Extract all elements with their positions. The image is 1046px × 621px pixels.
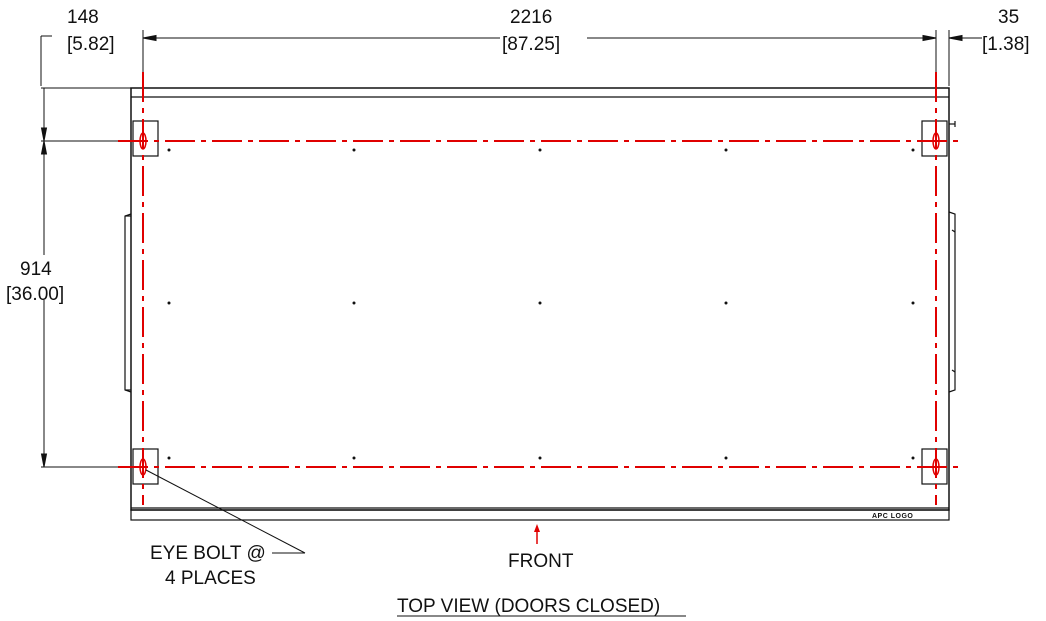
view-title: TOP VIEW (DOORS CLOSED) xyxy=(397,596,660,617)
dim-depth-mm: 914 xyxy=(20,259,52,280)
eye-bolt-leader xyxy=(145,469,306,554)
centerlines xyxy=(118,72,958,505)
mounting-dots xyxy=(167,148,915,460)
left-dimension-lines xyxy=(40,87,131,468)
dim-right-offset-inch: [1.38] xyxy=(982,34,1030,55)
eye-bolt-label-line2: 4 PLACES xyxy=(165,568,256,589)
cabinet-outline xyxy=(130,87,950,521)
front-arrow xyxy=(534,524,540,544)
dim-width-inch: [87.25] xyxy=(502,34,560,55)
top-dimension-lines xyxy=(40,30,982,86)
apc-logo: APC LOGO xyxy=(872,513,913,520)
dim-width-mm: 2216 xyxy=(510,7,552,28)
dim-right-offset-mm: 35 xyxy=(998,7,1019,28)
dim-left-offset-inch: [5.82] xyxy=(67,34,115,55)
right-handle xyxy=(948,121,956,393)
eye-bolt-symbols xyxy=(139,132,940,476)
dim-depth-inch: [36.00] xyxy=(6,284,64,305)
dim-left-offset-mm: 148 xyxy=(67,7,99,28)
left-handle xyxy=(124,213,132,393)
front-label: FRONT xyxy=(508,551,574,572)
eye-bolt-label-line1: EYE BOLT @ xyxy=(150,543,266,564)
